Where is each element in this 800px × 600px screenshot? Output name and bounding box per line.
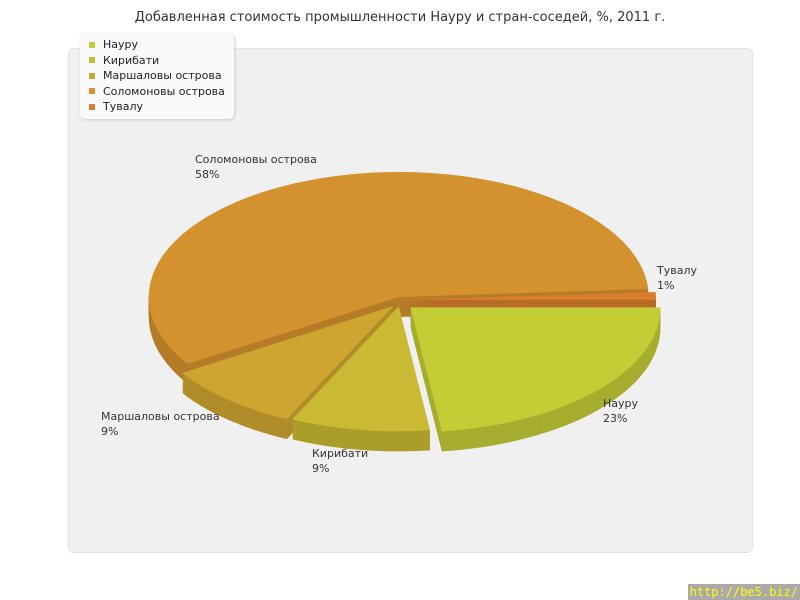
legend-swatch bbox=[89, 88, 95, 95]
slice-label: Тувалу bbox=[656, 264, 697, 277]
pie-slice[interactable] bbox=[292, 306, 431, 432]
slice-value-label: 58% bbox=[195, 168, 219, 181]
legend-label: Кирибати bbox=[103, 53, 160, 67]
watermark-link[interactable]: http://be5.biz/ bbox=[687, 584, 800, 600]
pie-slice[interactable] bbox=[405, 292, 656, 300]
pie-slice[interactable] bbox=[182, 306, 394, 420]
slice-value-label: 1% bbox=[657, 279, 674, 292]
legend-swatch bbox=[89, 57, 95, 64]
slice-label: Маршаловы острова bbox=[101, 410, 220, 423]
legend-item[interactable]: Кирибати bbox=[80, 53, 234, 69]
legend-swatch bbox=[89, 103, 95, 110]
pie-slice[interactable] bbox=[410, 307, 661, 432]
legend: Науру Кирибати Маршаловы острова Соломоновы… bbox=[80, 34, 234, 119]
slice-value-label: 9% bbox=[101, 425, 118, 438]
legend-item[interactable]: Маршаловы острова bbox=[80, 68, 234, 84]
slice-value-label: 9% bbox=[312, 462, 329, 475]
legend-item[interactable]: Тувалу bbox=[80, 99, 234, 115]
legend-swatch bbox=[89, 41, 95, 48]
slice-value-label: 23% bbox=[603, 412, 627, 425]
slice-label: Соломоновы острова bbox=[195, 153, 317, 166]
legend-item[interactable]: Соломоновы острова bbox=[80, 84, 234, 100]
legend-swatch bbox=[89, 72, 95, 79]
legend-label: Тувалу bbox=[103, 100, 143, 114]
slice-label: Кирибати bbox=[312, 447, 368, 460]
slice-label: Науру bbox=[603, 397, 639, 410]
pie-slice[interactable] bbox=[148, 171, 649, 364]
legend-label: Соломоновы острова bbox=[103, 84, 225, 98]
legend-label: Науру bbox=[103, 38, 139, 52]
legend-label: Маршаловы острова bbox=[103, 69, 222, 83]
legend-item[interactable]: Науру bbox=[80, 37, 234, 53]
chart-title: Добавленная стоимость промышленности Нау… bbox=[134, 10, 666, 25]
